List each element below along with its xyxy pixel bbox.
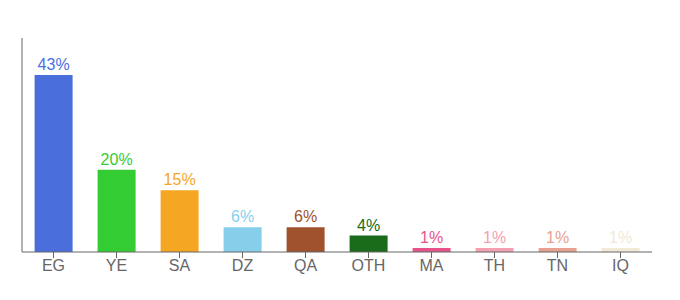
svg-text:EG: EG [42, 257, 65, 274]
svg-text:1%: 1% [609, 229, 632, 246]
svg-text:SA: SA [169, 257, 191, 274]
svg-text:QA: QA [294, 257, 317, 274]
svg-text:4%: 4% [357, 217, 380, 234]
svg-text:MA: MA [420, 257, 444, 274]
svg-text:6%: 6% [294, 208, 317, 225]
svg-text:20%: 20% [101, 151, 133, 168]
svg-text:15%: 15% [164, 171, 196, 188]
svg-text:YE: YE [106, 257, 127, 274]
svg-text:TH: TH [484, 257, 505, 274]
svg-text:43%: 43% [38, 56, 70, 73]
svg-text:1%: 1% [546, 229, 569, 246]
svg-text:TN: TN [547, 257, 568, 274]
svg-text:1%: 1% [420, 229, 443, 246]
svg-text:IQ: IQ [612, 257, 629, 274]
svg-text:DZ: DZ [232, 257, 254, 274]
svg-text:OTH: OTH [352, 257, 386, 274]
svg-text:1%: 1% [483, 229, 506, 246]
svg-text:6%: 6% [231, 208, 254, 225]
